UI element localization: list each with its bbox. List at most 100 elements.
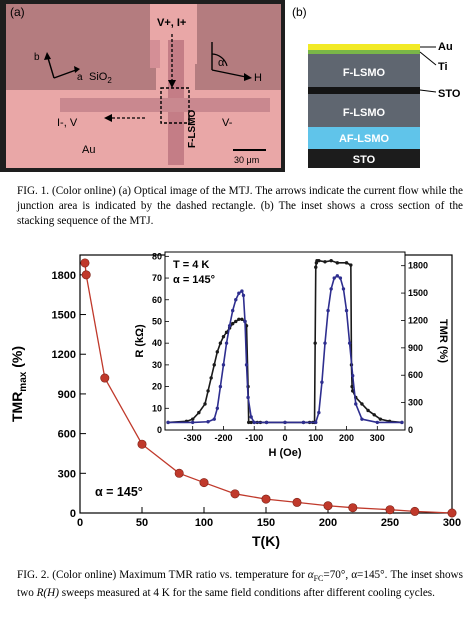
caption-alpha-fc-sub: FC xyxy=(313,574,324,584)
axis-a-label: a xyxy=(77,72,83,83)
inset-data-point xyxy=(375,420,380,425)
junction-rectangle xyxy=(160,87,190,124)
inset-annotation: α = 145° xyxy=(173,274,215,286)
inset-data-point xyxy=(344,308,349,313)
inset-data-point xyxy=(314,420,318,425)
inset-annotation: T = 4 K xyxy=(173,259,209,271)
inset-data-point xyxy=(212,363,216,367)
inset-data-point xyxy=(335,261,340,265)
inset-y2-tick-label: 0 xyxy=(408,425,413,435)
inset-data-point xyxy=(190,417,195,421)
stack-side-label-ti: Ti xyxy=(438,61,448,73)
stack-diagram: (b) F-LSMO F-LSMO AF-LSMO STO Au Ti STO xyxy=(292,5,461,168)
stack-layer-3: AF-LSMO xyxy=(339,133,390,145)
inset-data-point xyxy=(338,276,343,280)
inset-data-point xyxy=(360,402,364,406)
inset-data-point xyxy=(234,319,238,324)
inset-data-point xyxy=(329,287,333,291)
y-axis-label-main: TMR xyxy=(9,392,25,422)
inset-y-tick-label: 10 xyxy=(152,403,162,413)
flsmo-layer-top xyxy=(308,54,420,87)
caption-rh: R(H) xyxy=(36,587,59,600)
inset-data-point xyxy=(283,420,287,425)
x-tick-label: 300 xyxy=(443,517,461,529)
inset-data-point xyxy=(221,363,226,367)
inset-data-point xyxy=(224,341,229,345)
au-layer xyxy=(308,44,420,50)
data-point xyxy=(292,497,302,507)
stack-layer-2: F-LSMO xyxy=(343,107,386,119)
inset-data-point xyxy=(234,298,238,302)
stack-layer-4: STO xyxy=(353,154,376,166)
y-tick-label: 1800 xyxy=(52,270,76,282)
axis-b-label: b xyxy=(34,52,40,63)
sto-substrate xyxy=(308,149,420,168)
inset-x-tick-label: 0 xyxy=(282,433,287,443)
y-tick-label: 0 xyxy=(70,508,76,520)
y-tick-label: 300 xyxy=(58,468,76,480)
panel-a-label: (a) xyxy=(10,5,25,19)
x-tick-label: 0 xyxy=(77,517,83,529)
caption-mid: =70°, α=145°. The inset shows two xyxy=(17,569,463,600)
data-point xyxy=(261,494,271,504)
substrate-label: SiO2 xyxy=(89,71,112,85)
x-tick-label: 200 xyxy=(319,517,337,529)
optical-image: (a) V+, I+ I-, V V- SiO2 Au F-LSMO a b α… xyxy=(0,0,285,172)
inset-y2-tick-label: 1500 xyxy=(408,288,428,298)
data-point xyxy=(410,506,420,516)
inset-data-point xyxy=(246,395,250,400)
inset-x-tick-label: -200 xyxy=(214,433,232,443)
inset-y2-tick-label: 1200 xyxy=(408,315,428,325)
inset-data-point xyxy=(249,415,253,419)
inset-data-point xyxy=(264,420,269,425)
inset-data-point xyxy=(203,402,207,406)
inset-data-point xyxy=(215,406,220,410)
inset-y-tick-label: 0 xyxy=(157,425,162,435)
inset-data-point xyxy=(206,420,210,424)
inset-data-point xyxy=(241,293,246,298)
stack-side-label-sto: STO xyxy=(438,88,461,100)
inset-y-axis-label: R (kΩ) xyxy=(134,324,146,358)
left-contact-label: I-, V xyxy=(57,117,78,129)
inset-data-point xyxy=(244,363,249,367)
inset-y2-tick-label: 900 xyxy=(408,343,423,353)
x-axis-label: T(K) xyxy=(252,533,280,549)
inset-data-point xyxy=(218,384,223,389)
alpha-annotation: α = 145° xyxy=(95,485,143,499)
inset-data-point xyxy=(335,274,340,278)
inset-plot-frame xyxy=(164,251,406,431)
y-axis-label-sub: max xyxy=(18,371,29,391)
field-label: H xyxy=(254,72,262,84)
inset-data-point xyxy=(224,330,229,335)
data-point xyxy=(137,439,147,449)
inset-data-point xyxy=(252,420,256,425)
stack-layer-1: F-LSMO xyxy=(343,67,386,79)
series-line xyxy=(84,262,453,514)
inset-y-tick-label: 60 xyxy=(152,295,162,305)
inset-data-point xyxy=(341,287,346,291)
x-tick-label: 250 xyxy=(381,517,399,529)
strip-label: F-LSMO xyxy=(187,109,198,148)
inset-data-point xyxy=(209,376,213,380)
caption-suffix: sweeps measured at 4 K for the same fiel… xyxy=(58,587,435,600)
inset-data-point xyxy=(215,350,220,354)
inset-data-point xyxy=(230,308,235,313)
inset-data-point xyxy=(313,341,317,345)
data-point xyxy=(199,478,209,488)
inset-x-tick-label: 300 xyxy=(370,433,385,443)
figure-1: (a) V+, I+ I-, V V- SiO2 Au F-LSMO a b α… xyxy=(0,0,474,245)
caption-prefix: FIG. 2. (Color online) Maximum TMR ratio… xyxy=(17,569,308,581)
figure-2-caption: FIG. 2. (Color online) Maximum TMR ratio… xyxy=(17,568,463,601)
inset-y-tick-label: 80 xyxy=(152,251,162,261)
stack-side-label-au: Au xyxy=(438,41,453,53)
inset-data-point xyxy=(372,413,376,417)
inset-data-point xyxy=(227,324,232,328)
top-contact-label: V+, I+ xyxy=(157,17,186,29)
inset-data-point xyxy=(237,317,241,321)
inset-y-tick-label: 50 xyxy=(152,316,162,326)
inset-data-point xyxy=(350,384,354,389)
inset-data-point xyxy=(400,420,404,425)
ti-layer xyxy=(308,50,420,54)
figure-1-caption: FIG. 1. (Color online) (a) Optical image… xyxy=(17,185,463,227)
inset-data-point xyxy=(230,321,235,326)
